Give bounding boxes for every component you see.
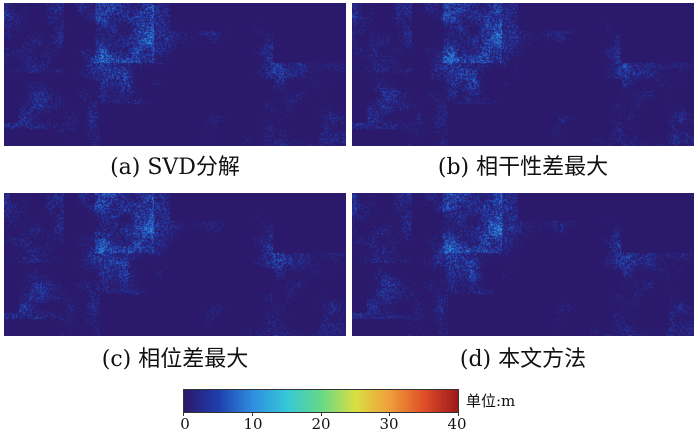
map-panel-d [352,193,694,336]
colorbar-tick-label: 30 [379,415,399,433]
deformation-map-b [352,3,694,146]
colorbar-tick [251,412,253,416]
colorbar-tick-label: 20 [311,415,331,433]
colorbar-unit-label: 单位:m [466,392,516,410]
colorbar-tick-label: 0 [180,415,190,433]
map-panel-b [352,3,694,146]
colorbar [183,389,459,413]
caption-d: (d) 本文方法 [459,347,587,372]
colorbar-tick [389,412,391,416]
caption-c: (c) 相位差最大 [101,347,249,372]
colorbar-tick [458,412,459,416]
map-panel-a [4,3,346,146]
map-panel-c [4,193,346,336]
colorbar-tick-label: 10 [243,415,263,433]
caption-a: (a) SVD分解 [110,155,240,180]
colorbar-tick [320,412,322,416]
colorbar-tick-label: 40 [447,415,467,433]
deformation-map-c [4,193,346,336]
deformation-map-d [352,193,694,336]
caption-b: (b) 相干性差最大 [437,155,609,180]
colorbar-tick [183,412,184,416]
colorbar-container [183,389,459,416]
deformation-map-a [4,3,346,146]
